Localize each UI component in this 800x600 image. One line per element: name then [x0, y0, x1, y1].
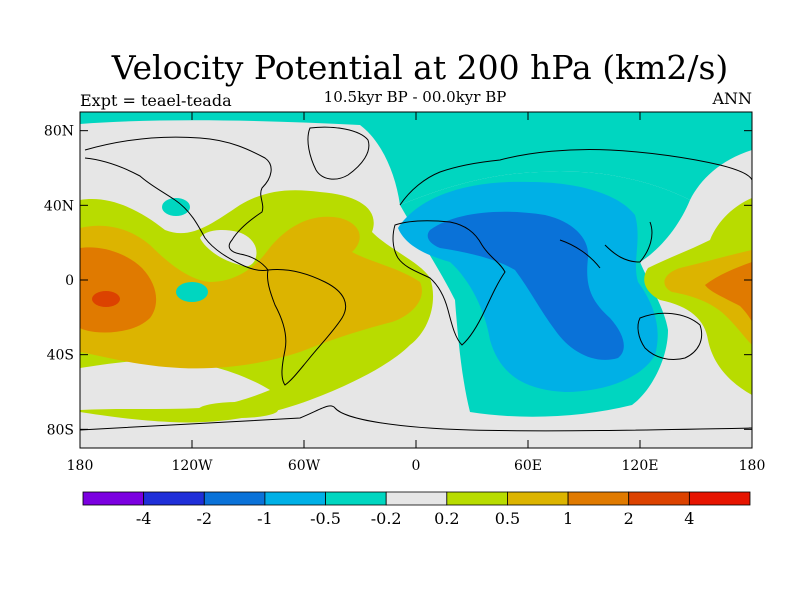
colorbar-swatch-8: [567, 491, 630, 506]
colorbar-swatch-7: [507, 491, 569, 506]
colorbar-label-7: 1: [563, 509, 573, 528]
contour-west-strong-positive: [80, 247, 157, 333]
contour-arctic-negative: [80, 112, 752, 205]
colorbar: -4 -2 -1 -0.5 -0.2 0.2 0.5 1 2 4: [82, 491, 751, 528]
colorbar-swatch-10: [688, 491, 751, 506]
x-tick-label-3: 0: [412, 458, 421, 474]
colorbar-label-4: -0.2: [371, 509, 402, 528]
colorbar-label-8: 2: [624, 509, 634, 528]
contour-cyan-blob-south: [176, 282, 208, 302]
coastline-south-america: [267, 269, 347, 386]
x-tick-label-5: 120E: [622, 458, 659, 474]
experiment-label: Expt = teael-teada: [80, 91, 232, 110]
coastline-africa: [392, 220, 506, 346]
season-label: ANN: [712, 89, 752, 108]
map-subtitle: 10.5kyr BP - 00.0kyr BP: [323, 88, 507, 106]
contour-west-moderate-positive: [80, 216, 422, 369]
contour-east-core-negative: [427, 211, 624, 360]
contour-cyan-blob-north: [162, 198, 190, 216]
x-tick-label-6: 180: [739, 458, 766, 474]
colorbar-label-6: 0.5: [495, 509, 520, 528]
contour-southern-ocean-yellow: [198, 402, 278, 418]
x-tick-label-1: 120W: [171, 458, 213, 474]
x-tick-label-4: 60E: [514, 458, 542, 474]
colorbar-label-2: -1: [257, 509, 273, 528]
colorbar-swatch-4: [325, 491, 387, 506]
colorbar-swatch-9: [628, 491, 690, 506]
y-tick-label-0: 80N: [44, 124, 74, 140]
y-tick-label-1: 40N: [44, 198, 74, 214]
contour-field: [80, 112, 752, 448]
y-tick-label-3: 40S: [47, 348, 74, 364]
colorbar-swatch-2: [203, 491, 266, 506]
x-tick-label-2: 60W: [288, 458, 321, 474]
colorbar-label-9: 4: [684, 509, 694, 528]
contour-west-core-positive: [92, 291, 120, 307]
coastline-antarctica: [80, 405, 752, 432]
colorbar-label-3: -0.5: [310, 509, 341, 528]
coastline-eurasia: [399, 148, 752, 269]
contour-east-pacific-strong: [705, 262, 752, 322]
colorbar-swatch-1: [143, 491, 205, 506]
colorbar-swatch-6: [446, 491, 508, 506]
map-title: Velocity Potential at 200 hPa (km2/s): [111, 48, 729, 87]
contour-pacific-neutral-tongue: [200, 230, 257, 267]
coastlines: [80, 126, 752, 432]
y-tick-label-4: 80S: [47, 422, 74, 438]
coastline-australia: [637, 312, 703, 361]
coastline-greenland: [307, 126, 370, 180]
x-axis: 180 120W 60W 0 60E 120E 180: [67, 112, 766, 474]
y-tick-label-2: 0: [65, 273, 74, 289]
colorbar-swatch-5: [385, 491, 448, 506]
y-axis: 80N 40N 0 40S 80S: [44, 124, 752, 438]
x-tick-label-0: 180: [67, 458, 94, 474]
colorbar-label-0: -4: [136, 509, 152, 528]
coastline-north-america: [84, 136, 272, 271]
colorbar-label-5: 0.2: [434, 509, 459, 528]
contour-west-positive-gap: [80, 360, 270, 410]
colorbar-swatch-0: [82, 491, 145, 506]
colorbar-label-1: -2: [196, 509, 212, 528]
colorbar-swatch-3: [264, 491, 326, 506]
